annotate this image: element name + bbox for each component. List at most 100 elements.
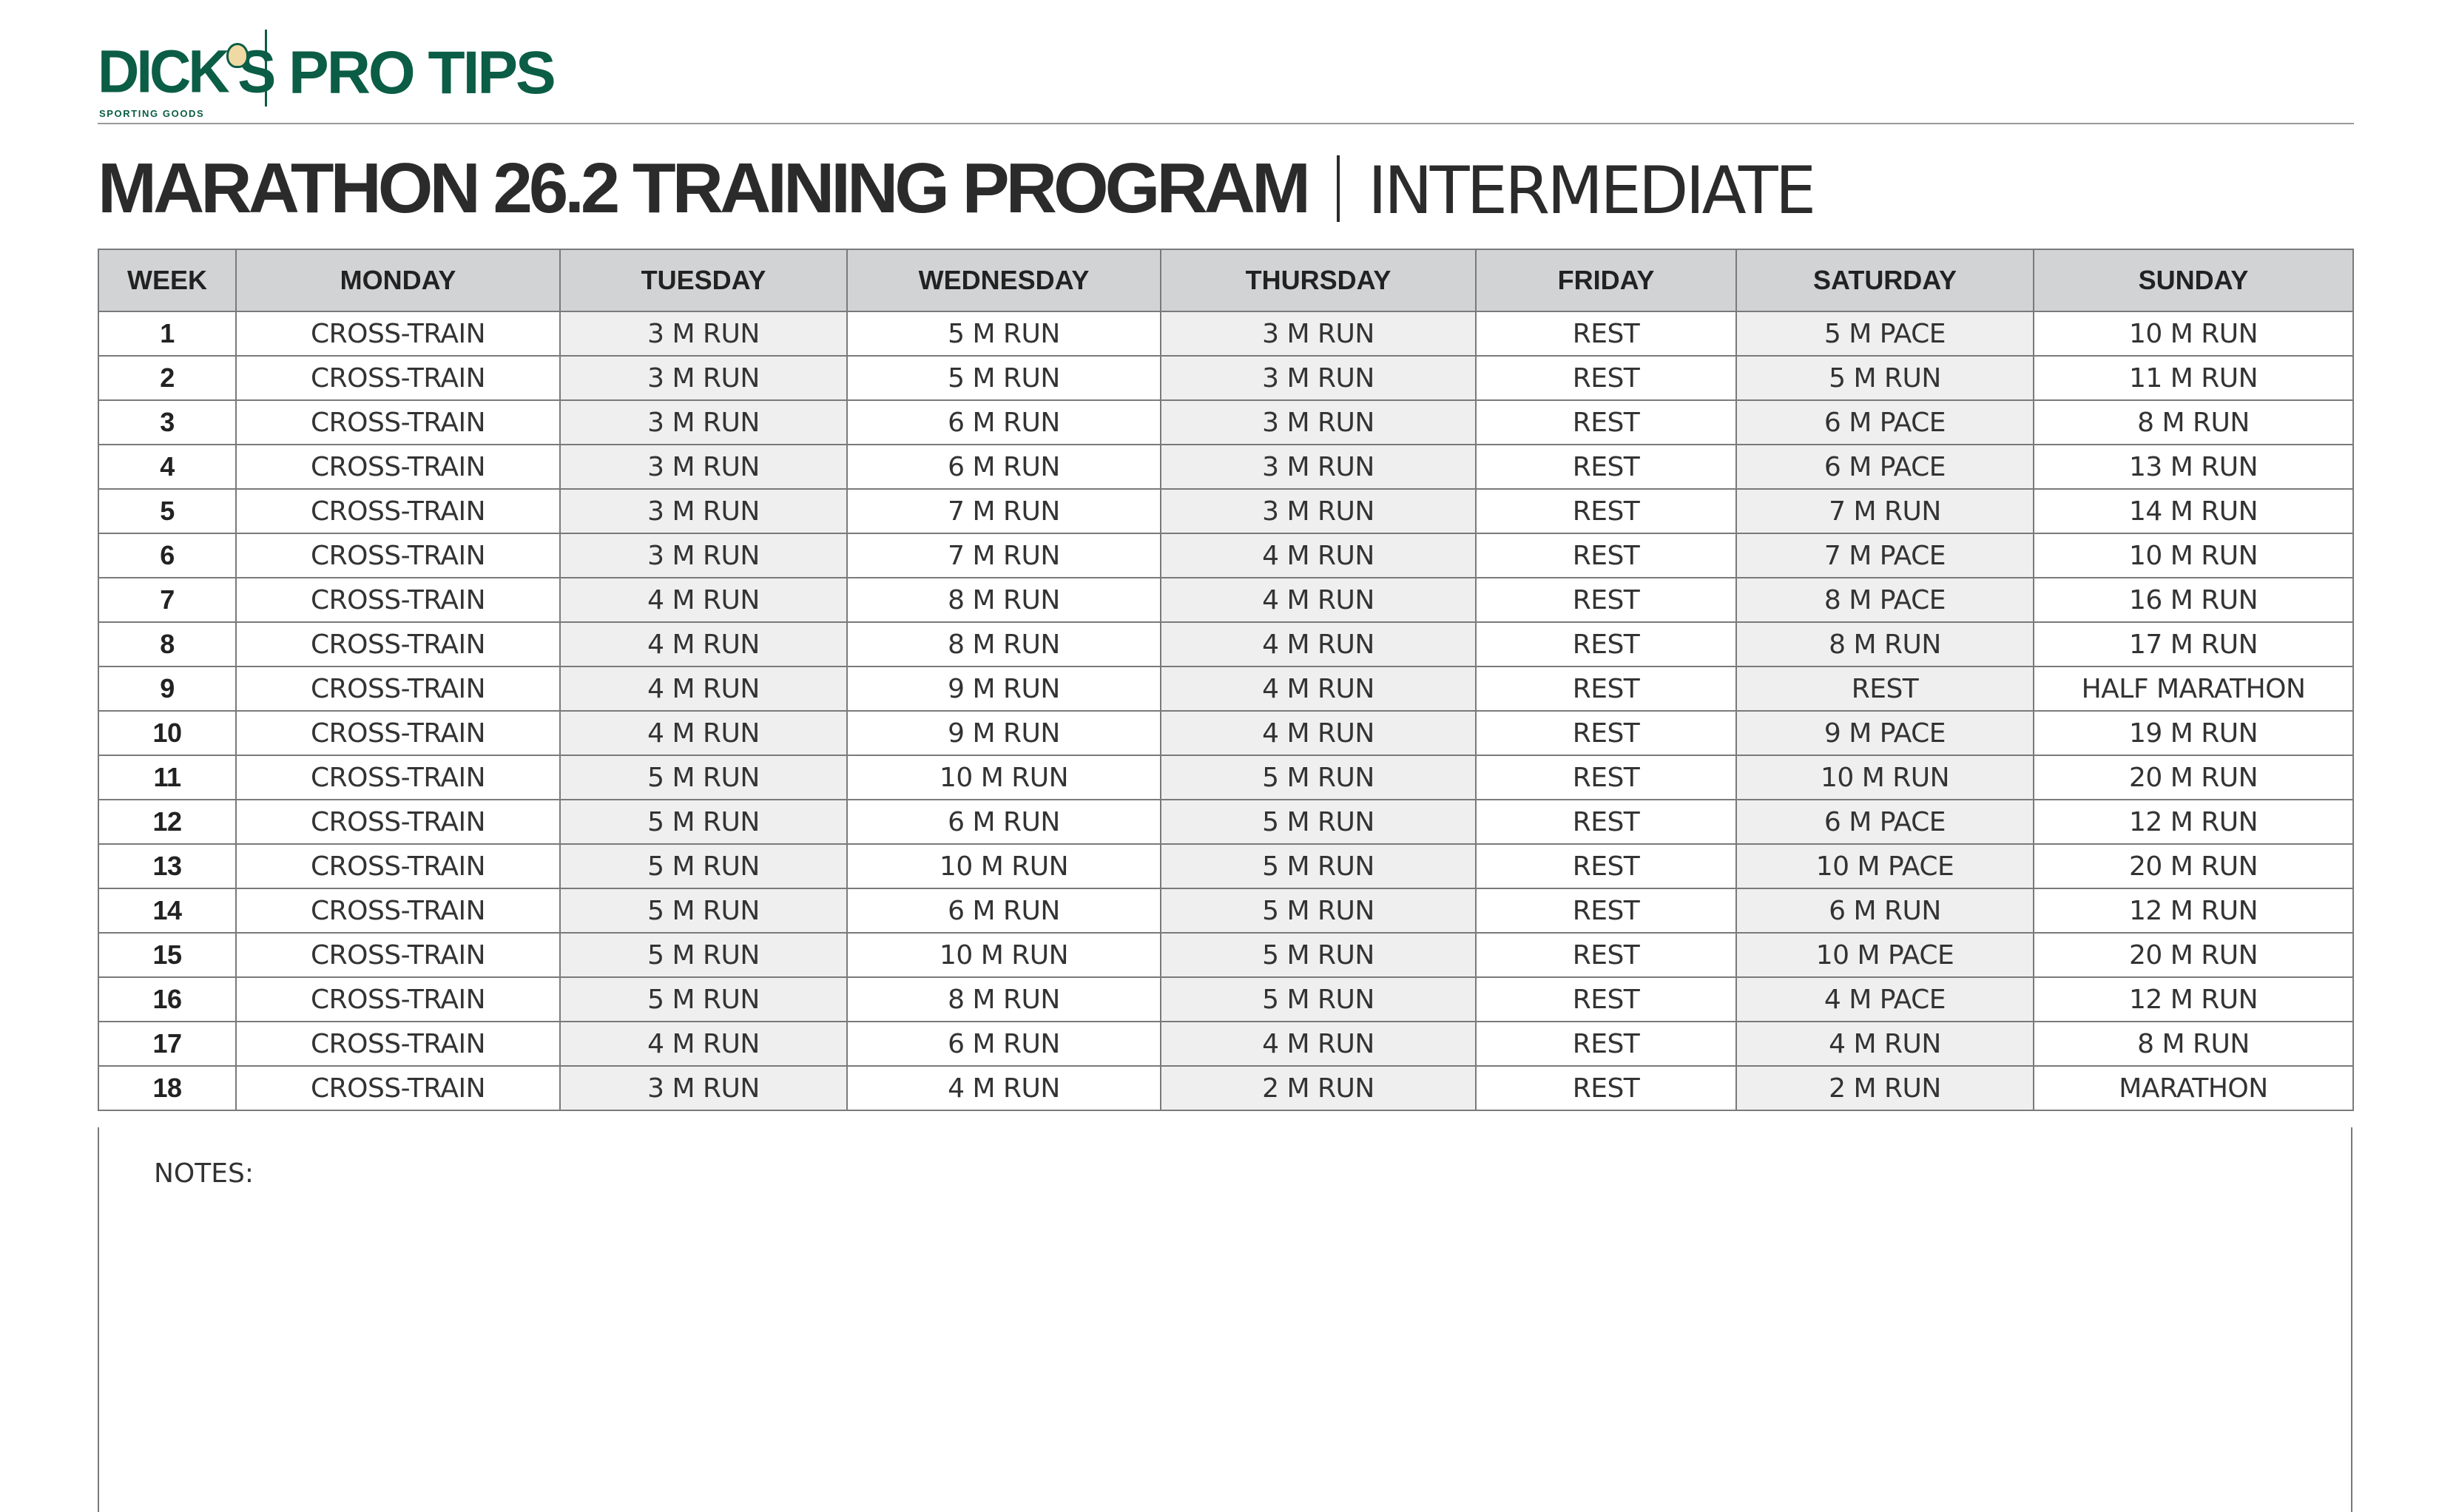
workout-cell-thursday: 3 M RUN xyxy=(1160,355,1477,401)
table-row: 1 CROSS-TRAIN 3 M RUN 5 M RUN 3 M RUN REST 5 M… xyxy=(98,311,2354,357)
workout-cell-thursday: 3 M RUN xyxy=(1160,311,1477,357)
week-number-cell: 14 xyxy=(98,888,237,934)
week-number-cell: 4 xyxy=(98,444,237,490)
table-row: 13 CROSS-TRAIN 5 M RUN 10 M RUN 5 M RUN REST 1… xyxy=(98,843,2354,889)
column-header-wednesday: WEDNESDAY xyxy=(846,249,1161,312)
workout-cell-thursday: 4 M RUN xyxy=(1160,710,1477,756)
workout-cell-tuesday: 4 M RUN xyxy=(559,710,848,756)
workout-cell-monday: CROSS-TRAIN xyxy=(235,399,561,445)
workout-cell-tuesday: 3 M RUN xyxy=(559,399,848,445)
week-number-cell: 12 xyxy=(98,799,237,845)
workout-cell-friday: REST xyxy=(1475,976,1737,1022)
week-number-cell: 15 xyxy=(98,932,237,978)
workout-cell-friday: REST xyxy=(1475,311,1737,357)
workout-cell-saturday: 2 M RUN xyxy=(1735,1065,2034,1111)
column-header-saturday: SATURDAY xyxy=(1735,249,2034,312)
page-header: DICK'S SPORTING GOODS PRO TIPS xyxy=(98,28,2354,124)
workout-cell-friday: REST xyxy=(1475,888,1737,934)
workout-cell-saturday: 10 M RUN xyxy=(1735,755,2034,800)
workout-cell-friday: REST xyxy=(1475,755,1737,800)
week-number-cell: 8 xyxy=(98,621,237,667)
notes-area[interactable]: NOTES: xyxy=(98,1127,2352,1512)
workout-cell-tuesday: 4 M RUN xyxy=(559,1021,848,1067)
workout-cell-saturday: 10 M PACE xyxy=(1735,843,2034,889)
workout-cell-wednesday: 7 M RUN xyxy=(846,533,1161,578)
workout-cell-friday: REST xyxy=(1475,621,1737,667)
week-number-cell: 9 xyxy=(98,666,237,712)
workout-cell-wednesday: 8 M RUN xyxy=(846,976,1161,1022)
workout-cell-sunday: 16 M RUN xyxy=(2033,577,2354,623)
table-row: 16 CROSS-TRAIN 5 M RUN 8 M RUN 5 M RUN REST 4 … xyxy=(98,976,2354,1022)
workout-cell-monday: CROSS-TRAIN xyxy=(235,355,561,401)
header-divider xyxy=(265,30,267,107)
workout-cell-friday: REST xyxy=(1475,1021,1737,1067)
week-number-cell: 18 xyxy=(98,1065,237,1111)
workout-cell-saturday: 4 M PACE xyxy=(1735,976,2034,1022)
workout-cell-tuesday: 4 M RUN xyxy=(559,577,848,623)
workout-cell-monday: CROSS-TRAIN xyxy=(235,976,561,1022)
workout-cell-thursday: 2 M RUN xyxy=(1160,1065,1477,1111)
workout-cell-sunday: 12 M RUN xyxy=(2033,799,2354,845)
workout-cell-tuesday: 3 M RUN xyxy=(559,355,848,401)
column-header-thursday: THURSDAY xyxy=(1160,249,1477,312)
workout-cell-friday: REST xyxy=(1475,932,1737,978)
table-row: 10 CROSS-TRAIN 4 M RUN 9 M RUN 4 M RUN REST 9 … xyxy=(98,710,2354,756)
workout-cell-friday: REST xyxy=(1475,444,1737,490)
brand-logo: DICK'S SPORTING GOODS xyxy=(98,40,276,124)
week-number-cell: 7 xyxy=(98,577,237,623)
workout-cell-friday: REST xyxy=(1475,355,1737,401)
workout-cell-monday: CROSS-TRAIN xyxy=(235,577,561,623)
table-row: 12 CROSS-TRAIN 5 M RUN 6 M RUN 5 M RUN REST 6 … xyxy=(98,799,2354,845)
workout-cell-friday: REST xyxy=(1475,1065,1737,1111)
week-number-cell: 16 xyxy=(98,976,237,1022)
week-number-cell: 13 xyxy=(98,843,237,889)
workout-cell-thursday: 3 M RUN xyxy=(1160,444,1477,490)
workout-cell-tuesday: 3 M RUN xyxy=(559,444,848,490)
workout-cell-thursday: 5 M RUN xyxy=(1160,888,1477,934)
workout-cell-monday: CROSS-TRAIN xyxy=(235,311,561,357)
column-header-tuesday: TUESDAY xyxy=(559,249,848,312)
workout-cell-monday: CROSS-TRAIN xyxy=(235,799,561,845)
workout-cell-wednesday: 5 M RUN xyxy=(846,311,1161,357)
workout-cell-sunday: 20 M RUN xyxy=(2033,843,2354,889)
workout-cell-wednesday: 10 M RUN xyxy=(846,932,1161,978)
workout-cell-wednesday: 8 M RUN xyxy=(846,621,1161,667)
workout-cell-thursday: 5 M RUN xyxy=(1160,843,1477,889)
table-row: 4 CROSS-TRAIN 3 M RUN 6 M RUN 3 M RUN REST 6 M… xyxy=(98,444,2354,490)
workout-cell-friday: REST xyxy=(1475,488,1737,534)
table-row: 15 CROSS-TRAIN 5 M RUN 10 M RUN 5 M RUN REST 1… xyxy=(98,932,2354,978)
workout-cell-wednesday: 7 M RUN xyxy=(846,488,1161,534)
table-row: 6 CROSS-TRAIN 3 M RUN 7 M RUN 4 M RUN REST 7 M… xyxy=(98,533,2354,578)
workout-cell-tuesday: 5 M RUN xyxy=(559,799,848,845)
week-number-cell: 11 xyxy=(98,755,237,800)
workout-cell-monday: CROSS-TRAIN xyxy=(235,1065,561,1111)
workout-cell-saturday: 9 M PACE xyxy=(1735,710,2034,756)
workout-cell-tuesday: 5 M RUN xyxy=(559,843,848,889)
section-title: PRO TIPS xyxy=(289,39,556,107)
program-level: INTERMEDIATE xyxy=(1367,152,1816,229)
workout-cell-friday: REST xyxy=(1475,843,1737,889)
workout-cell-monday: CROSS-TRAIN xyxy=(235,710,561,756)
workout-cell-sunday: 8 M RUN xyxy=(2033,1021,2354,1067)
workout-cell-monday: CROSS-TRAIN xyxy=(235,444,561,490)
workout-cell-wednesday: 6 M RUN xyxy=(846,799,1161,845)
workout-cell-thursday: 5 M RUN xyxy=(1160,976,1477,1022)
workout-cell-tuesday: 5 M RUN xyxy=(559,976,848,1022)
workout-cell-wednesday: 9 M RUN xyxy=(846,666,1161,712)
week-number-cell: 10 xyxy=(98,710,237,756)
workout-cell-wednesday: 6 M RUN xyxy=(846,444,1161,490)
table-row: 3 CROSS-TRAIN 3 M RUN 6 M RUN 3 M RUN REST 6 M… xyxy=(98,399,2354,445)
title-divider xyxy=(1336,155,1340,222)
workout-cell-saturday: 5 M RUN xyxy=(1735,355,2034,401)
workout-cell-tuesday: 3 M RUN xyxy=(559,1065,848,1111)
workout-cell-sunday: HALF MARATHON xyxy=(2033,666,2354,712)
workout-cell-thursday: 4 M RUN xyxy=(1160,533,1477,578)
workout-cell-friday: REST xyxy=(1475,710,1737,756)
table-row: 14 CROSS-TRAIN 5 M RUN 6 M RUN 5 M RUN REST 6 … xyxy=(98,888,2354,934)
column-header-sunday: SUNDAY xyxy=(2033,249,2354,312)
workout-cell-sunday: 20 M RUN xyxy=(2033,755,2354,800)
workout-cell-sunday: 19 M RUN xyxy=(2033,710,2354,756)
table-body: 1 CROSS-TRAIN 3 M RUN 5 M RUN 3 M RUN REST 5 M… xyxy=(98,311,2354,1111)
workout-cell-wednesday: 4 M RUN xyxy=(846,1065,1161,1111)
workout-cell-thursday: 3 M RUN xyxy=(1160,399,1477,445)
